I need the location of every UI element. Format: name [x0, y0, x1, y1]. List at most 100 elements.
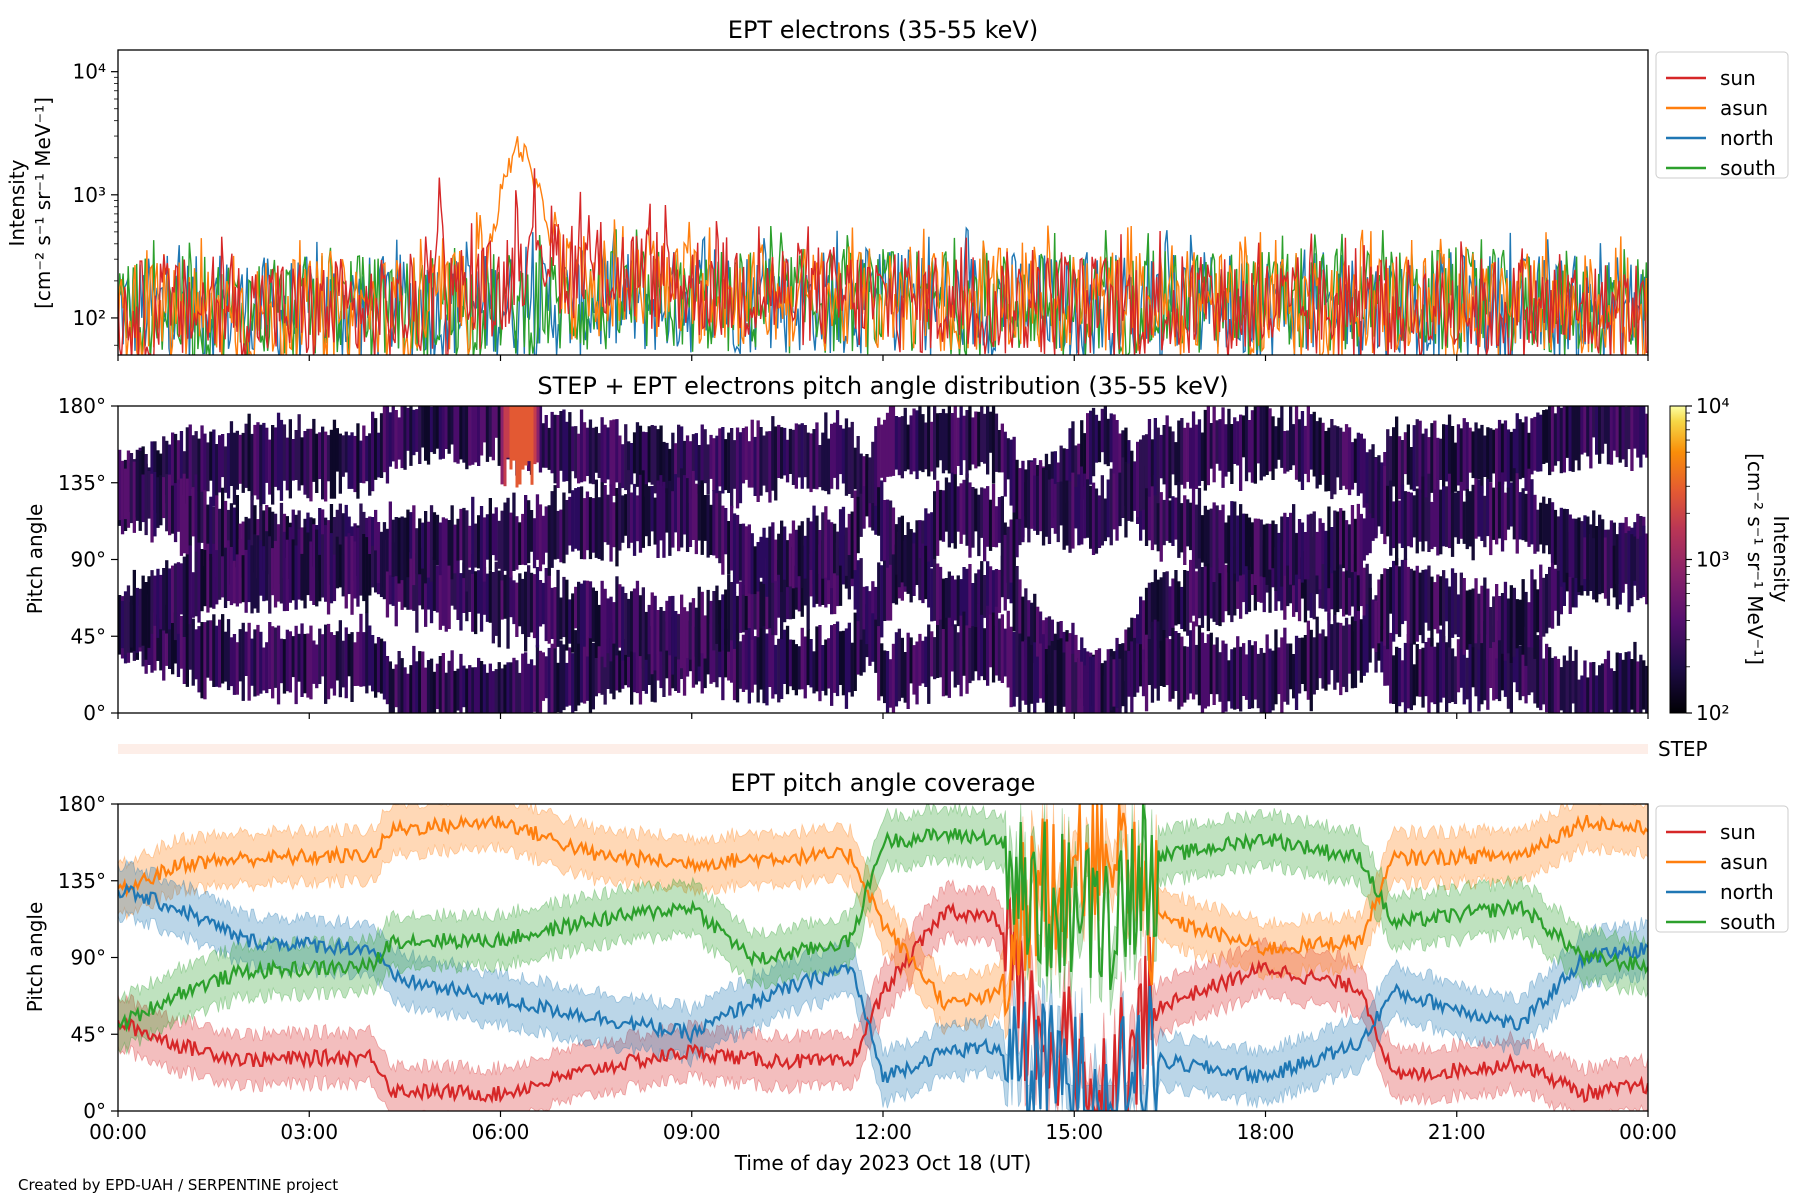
heat-cell	[1168, 639, 1172, 702]
heat-cell	[318, 554, 322, 602]
heat-cell	[1250, 645, 1255, 709]
heat-cell	[477, 570, 481, 614]
heat-cell	[703, 615, 707, 659]
heat-cell	[1233, 417, 1237, 464]
heat-cell	[933, 558, 937, 621]
heat-cell	[1445, 424, 1449, 482]
heat-cell	[162, 477, 166, 519]
heat-cell	[809, 433, 813, 493]
legend-label-sun: sun	[1720, 66, 1756, 90]
heat-cell	[1527, 432, 1531, 478]
heat-cell	[962, 479, 966, 535]
heat-cell	[368, 433, 372, 496]
heat-cell	[1197, 419, 1202, 486]
heat-cell	[1453, 656, 1458, 704]
heat-cell	[1600, 406, 1605, 454]
heat-cell	[1003, 534, 1007, 611]
heat-cell	[624, 424, 628, 491]
heat-cell	[350, 632, 354, 702]
heat-cell	[338, 433, 342, 494]
heat-cell	[983, 628, 987, 681]
heat-cell	[1347, 524, 1352, 578]
heat-cell	[1509, 585, 1513, 663]
heat-cell	[129, 595, 134, 648]
heat-cell	[638, 474, 643, 553]
heat-cell	[735, 595, 740, 640]
legend-label-asun: asun	[1720, 850, 1768, 874]
heat-cell	[662, 481, 666, 558]
heat-cell	[256, 624, 260, 696]
heat-cell	[450, 406, 454, 445]
heat-cell	[1618, 653, 1622, 713]
heat-cell	[1615, 534, 1619, 610]
heat-cell	[888, 500, 893, 565]
heat-cell	[1300, 411, 1305, 490]
heat-cell	[1453, 442, 1458, 492]
heat-cell	[906, 632, 910, 709]
heat-cell	[1542, 496, 1546, 554]
heat-cell	[215, 444, 219, 496]
heat-cell	[244, 631, 248, 676]
heat-cell	[1536, 412, 1540, 472]
heat-cell	[618, 435, 622, 495]
heat-cell	[650, 592, 654, 675]
heat-cell	[444, 518, 448, 578]
heat-cell	[944, 413, 949, 471]
heat-cell	[1553, 413, 1558, 466]
heat-cell	[1283, 542, 1287, 620]
heat-cell	[1133, 637, 1137, 697]
heat-cell	[488, 663, 492, 713]
heat-cell	[553, 647, 557, 713]
heat-cell	[521, 653, 525, 713]
heat-cell	[844, 628, 849, 709]
heat-cell	[1389, 567, 1393, 614]
heat-cell	[709, 504, 713, 555]
heat-cell	[759, 536, 763, 578]
heat-cell	[1489, 646, 1493, 688]
heat-cell	[1297, 419, 1302, 482]
heat-cell	[1553, 568, 1558, 611]
heat-cell	[1100, 475, 1104, 546]
heat-cell	[1309, 629, 1313, 712]
heat-cell	[1321, 522, 1325, 565]
heat-cell	[1550, 547, 1555, 629]
heat-cell	[1553, 656, 1558, 713]
heat-cell	[862, 617, 866, 673]
heat-cell	[574, 586, 578, 629]
heat-cell	[721, 427, 725, 494]
heat-cell	[382, 641, 387, 700]
heat-cell	[753, 636, 757, 685]
heat-cell	[118, 449, 122, 521]
heat-cell	[653, 497, 657, 545]
heat-cell	[1480, 585, 1484, 644]
heat-cell	[456, 406, 460, 464]
heat-cell	[1030, 644, 1034, 704]
heat-cell	[265, 531, 269, 601]
heat-cell	[774, 539, 778, 582]
heat-cell	[1074, 445, 1078, 488]
heat-cell	[1606, 406, 1611, 465]
heat-cell	[338, 620, 342, 698]
heat-cell	[550, 491, 554, 568]
heat-cell	[294, 625, 298, 705]
heat-cell	[474, 406, 478, 463]
heat-cell	[1445, 642, 1449, 713]
heat-cell	[732, 633, 737, 701]
step-bar	[118, 744, 1648, 754]
heat-cell	[1347, 547, 1352, 616]
heat-cell	[1230, 556, 1234, 623]
heat-cell	[300, 623, 304, 697]
heat-cell	[1559, 507, 1563, 587]
heat-cell	[591, 587, 595, 642]
heat-cell	[859, 558, 863, 640]
heat-cell	[1297, 540, 1302, 622]
heat-cell	[903, 652, 907, 703]
heat-cell	[577, 632, 581, 706]
heat-cell	[1233, 647, 1237, 710]
panel2-xticks	[117, 713, 1649, 719]
heat-cell	[479, 506, 484, 584]
heat-cell	[1342, 571, 1346, 617]
heat-cell	[930, 631, 934, 677]
heat-cell	[1621, 522, 1625, 593]
heat-cell	[1639, 654, 1643, 713]
